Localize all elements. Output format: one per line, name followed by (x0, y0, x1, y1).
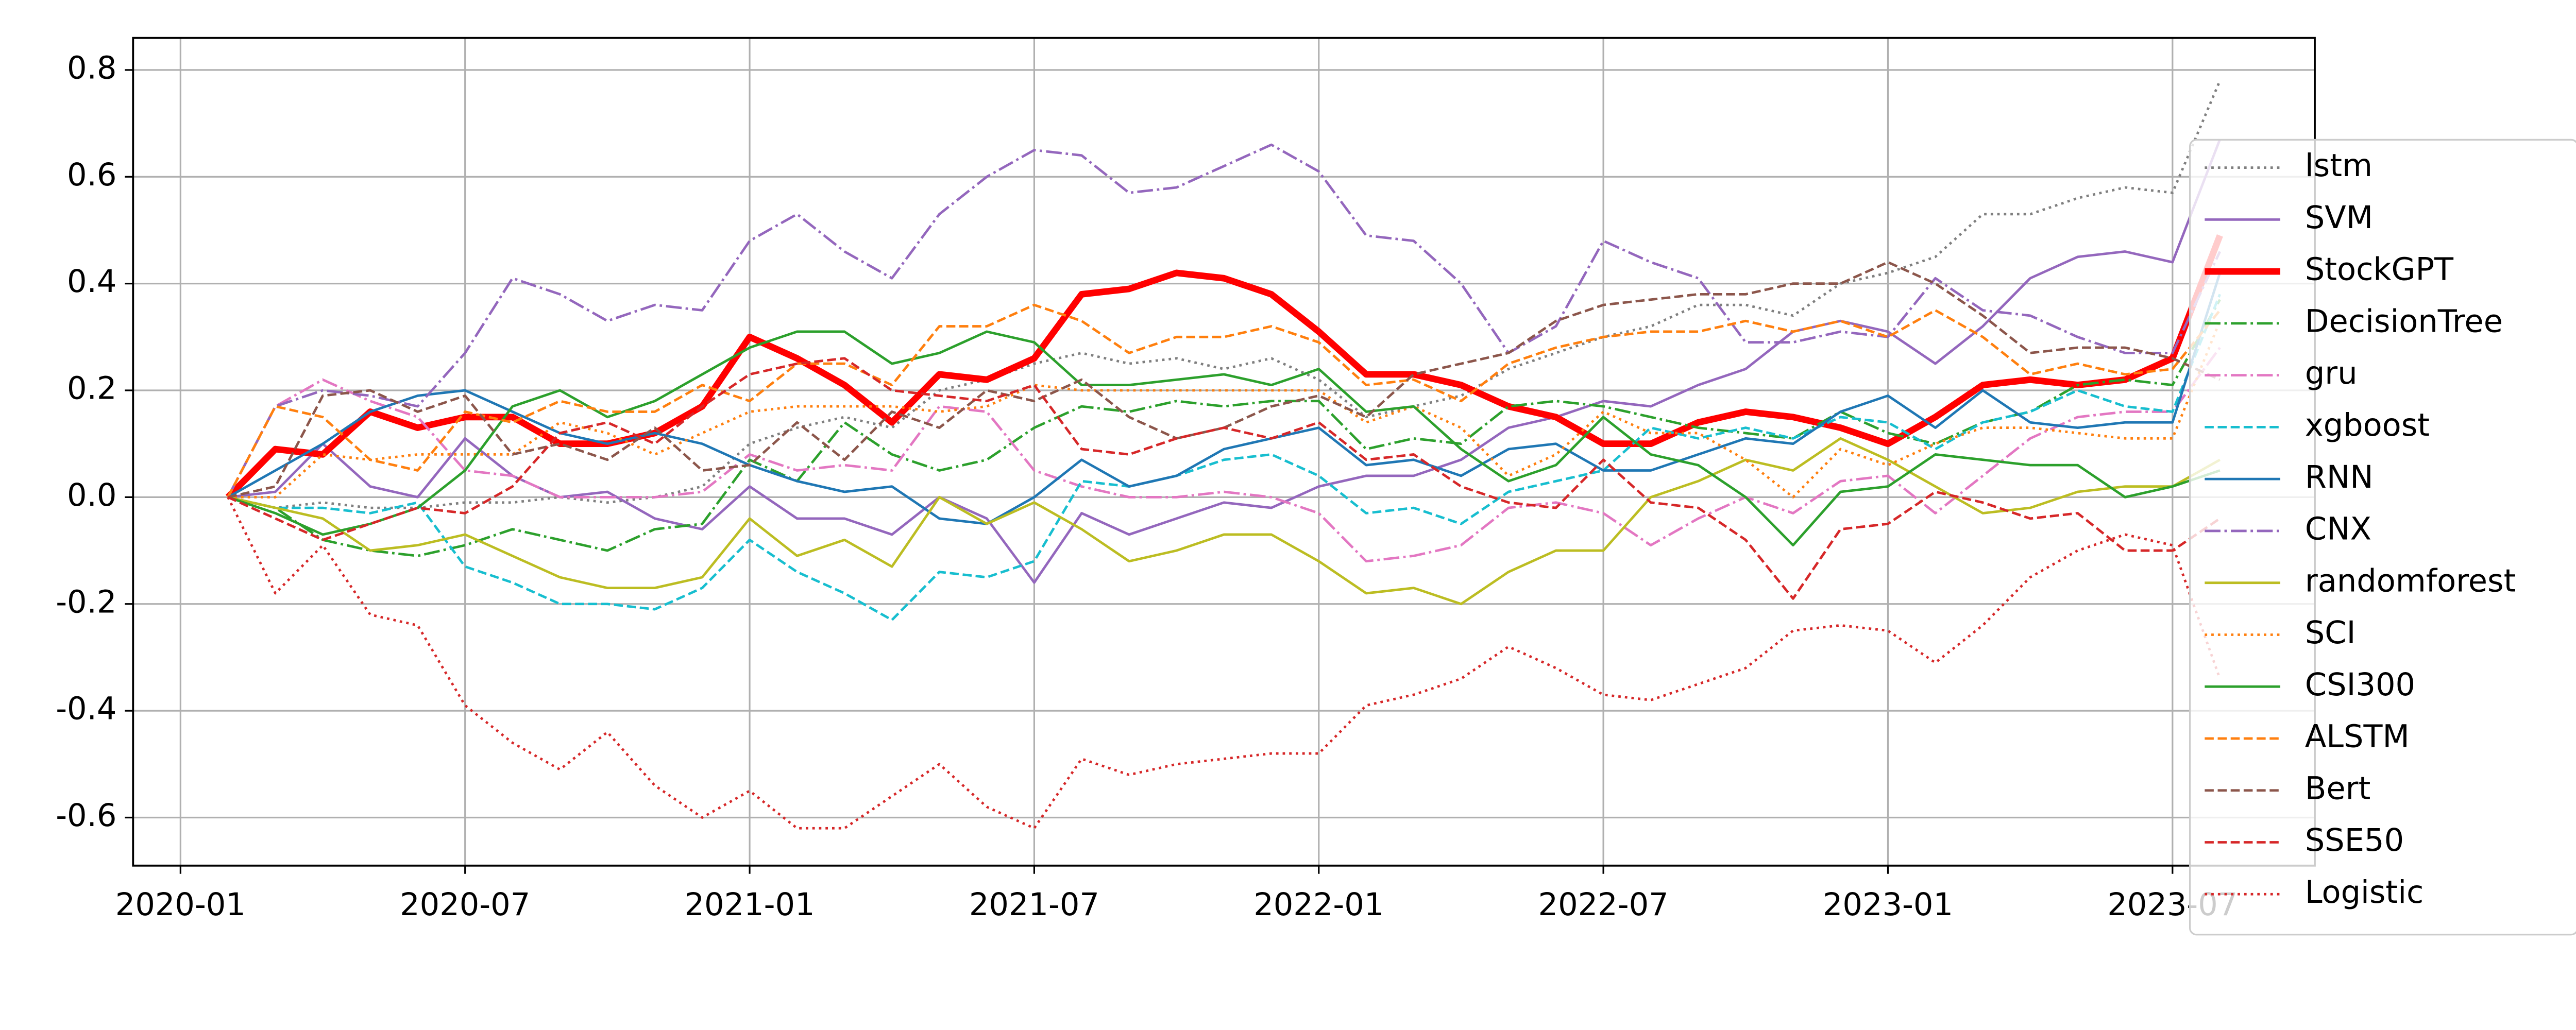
series-line (227, 496, 2222, 830)
legend-label: lstm (2305, 148, 2372, 184)
y-tick-label: 0.4 (67, 264, 116, 300)
legend-label: SSE50 (2305, 822, 2404, 859)
legend-label: DecisionTree (2305, 303, 2503, 339)
legend: lstm SVM StockGPT DecisionTree gru xgboost RNN… (2189, 139, 2576, 936)
x-tick-label: 2022-01 (1253, 887, 1384, 923)
series-line (227, 357, 2221, 600)
grid-layer (133, 38, 2315, 866)
series-line (227, 143, 2222, 498)
legend-label: SVM (2305, 200, 2373, 236)
legend-label: Logistic (2305, 874, 2424, 911)
legend-label: Bert (2305, 770, 2371, 806)
series-line (225, 234, 2223, 500)
series-line (227, 437, 2221, 606)
legend-label: gru (2305, 355, 2358, 391)
x-tick-label: 2021-07 (969, 887, 1099, 923)
x-tick-label: 2020-07 (400, 887, 530, 923)
legend-label: RNN (2305, 459, 2374, 495)
y-tick-label: -0.6 (56, 798, 116, 834)
legend-label: SCI (2305, 615, 2356, 651)
x-tick-label: 2023-01 (1823, 887, 1953, 923)
y-tick-label: -0.2 (56, 584, 116, 620)
x-tick-label: 2021-01 (684, 887, 815, 923)
y-tick-label: 0.8 (67, 50, 116, 86)
lines-layer (225, 80, 2223, 830)
x-tick-label: 2022-07 (1538, 887, 1669, 923)
y-tick-label: 0.0 (67, 477, 116, 513)
y-tick-label: -0.4 (56, 691, 116, 727)
legend-label: CSI300 (2305, 667, 2415, 703)
series-line (227, 294, 2222, 622)
series-line (227, 299, 2221, 557)
legend-label: ALSTM (2305, 719, 2410, 755)
legend-box (2189, 139, 2576, 936)
y-tick-label: 0.6 (67, 157, 116, 193)
series-line (227, 330, 2221, 547)
ticks-layer: -0.6 -0.4 -0.2 0.0 0.2 0.4 0.6 0.8 2020-01 2020-0… (56, 50, 2238, 923)
y-tick-label: 0.2 (67, 371, 116, 407)
legend-label: CNX (2305, 511, 2371, 547)
x-tick-label: 2020-01 (115, 887, 246, 923)
legend-label: xgboost (2305, 407, 2430, 443)
legend-label: StockGPT (2305, 252, 2454, 288)
series-line (227, 347, 2221, 563)
legend-label: randomforest (2305, 563, 2516, 599)
